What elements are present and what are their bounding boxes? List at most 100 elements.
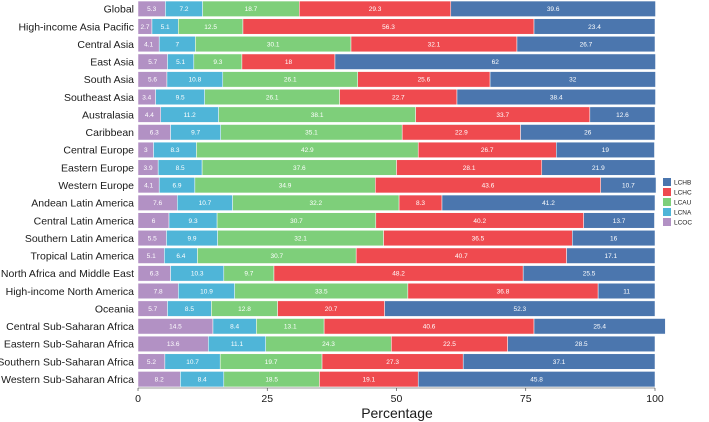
legend-label-lchc: LCHC bbox=[674, 190, 692, 197]
data-label-lcau-4: 26.1 bbox=[284, 77, 297, 84]
data-label-lcoc-12: 6 bbox=[152, 218, 156, 225]
data-label-lchb-1: 23.4 bbox=[588, 24, 601, 31]
data-label-lchc-20: 27.3 bbox=[386, 359, 399, 366]
bar-segment-lchb-14 bbox=[566, 247, 656, 264]
data-label-lcau-1: 12.5 bbox=[204, 24, 217, 31]
data-label-lcau-18: 13.1 bbox=[284, 324, 297, 331]
data-label-lcoc-5: 3.4 bbox=[142, 94, 151, 101]
data-label-lchb-18: 25.4 bbox=[593, 324, 606, 331]
data-label-lcna-11: 10.7 bbox=[199, 200, 212, 207]
data-label-lchb-11: 41.2 bbox=[542, 200, 555, 207]
category-label-12: Central Latin America bbox=[34, 215, 135, 227]
category-label-14: Tropical Latin America bbox=[31, 251, 135, 263]
category-label-4: South Asia bbox=[84, 74, 134, 86]
data-label-lchb-12: 13.7 bbox=[613, 218, 626, 225]
data-label-lchc-5: 22.7 bbox=[392, 94, 405, 101]
data-label-lcau-20: 19.7 bbox=[265, 359, 278, 366]
category-label-18: Central Sub-Saharan Africa bbox=[6, 321, 134, 333]
bar-segment-lchb-17 bbox=[384, 300, 656, 317]
data-label-lchc-3: 18 bbox=[285, 59, 293, 66]
data-label-lcoc-9: 3.9 bbox=[144, 165, 153, 172]
data-label-lcna-17: 8.5 bbox=[185, 306, 194, 313]
data-label-lcau-12: 30.7 bbox=[290, 218, 303, 225]
data-label-lcoc-14: 5.1 bbox=[147, 253, 156, 260]
x-axis: 0 25 50 75 100 bbox=[135, 387, 664, 405]
bar-segment-lchb-0 bbox=[450, 0, 656, 17]
x-tick-label-2: 50 bbox=[391, 393, 403, 405]
data-label-lcau-3: 9.3 bbox=[213, 59, 222, 66]
data-label-lcau-11: 32.2 bbox=[310, 200, 323, 207]
bar-segment-lchb-3 bbox=[334, 53, 656, 70]
data-label-lchc-14: 40.7 bbox=[455, 253, 468, 260]
data-label-lchb-21: 45.8 bbox=[530, 376, 543, 383]
bar-segment-lchb-21 bbox=[417, 371, 656, 388]
bar-segment-lchb-12 bbox=[583, 212, 655, 229]
legend-label-lcoc: LCOC bbox=[674, 220, 692, 227]
data-label-lcoc-16: 7.8 bbox=[154, 288, 163, 295]
data-label-lcna-2: 7 bbox=[175, 41, 179, 48]
data-label-lcau-14: 30.7 bbox=[270, 253, 283, 260]
data-label-lcna-20: 10.7 bbox=[186, 359, 199, 366]
category-label-15: North Africa and Middle East bbox=[1, 268, 134, 280]
data-label-lcna-7: 9.7 bbox=[191, 130, 200, 137]
bar-segment-lchb-19 bbox=[507, 335, 656, 352]
data-label-lcau-2: 30.1 bbox=[267, 41, 280, 48]
category-label-3: East Asia bbox=[90, 57, 134, 69]
data-label-lcna-14: 6.4 bbox=[176, 253, 185, 260]
category-label-6: Australasia bbox=[82, 109, 134, 121]
data-label-lchc-8: 26.7 bbox=[481, 147, 494, 154]
category-label-1: High-income Asia Pacific bbox=[18, 21, 134, 33]
data-label-lcna-4: 10.8 bbox=[189, 77, 202, 84]
data-label-lcna-9: 8.5 bbox=[176, 165, 185, 172]
data-label-lcna-13: 9.9 bbox=[188, 235, 197, 242]
data-label-lchb-17: 52.3 bbox=[513, 306, 526, 313]
data-label-lcoc-7: 6.3 bbox=[150, 130, 159, 137]
data-label-lcna-10: 6.9 bbox=[173, 182, 182, 189]
data-label-lcoc-11: 7.6 bbox=[153, 200, 162, 207]
legend-label-lchb: LCHB bbox=[674, 180, 691, 187]
data-label-lcoc-17: 5.7 bbox=[148, 306, 157, 313]
data-label-lcna-6: 11.2 bbox=[184, 112, 197, 119]
legend-swatch-lchc bbox=[663, 188, 671, 196]
data-label-lchc-16: 36.8 bbox=[497, 288, 510, 295]
category-label-10: Western Europe bbox=[58, 180, 134, 192]
bars-layer: 5.3 7.2 18.7 29.3 39.6 2.7 5.1 12.5 56.3 23.4 4.1 7… bbox=[137, 0, 666, 388]
data-label-lcau-9: 37.6 bbox=[293, 165, 306, 172]
data-label-lcoc-0: 5.3 bbox=[147, 6, 156, 13]
data-label-lchb-7: 26 bbox=[584, 130, 592, 137]
legend-label-lcna: LCNA bbox=[674, 210, 692, 217]
data-label-lcoc-13: 5.5 bbox=[148, 235, 157, 242]
data-label-lcna-3: 5.1 bbox=[176, 59, 185, 66]
data-label-lcoc-15: 6.3 bbox=[150, 271, 159, 278]
data-label-lchc-18: 40.6 bbox=[423, 324, 436, 331]
category-label-8: Central Europe bbox=[63, 145, 134, 157]
bar-segment-lchb-9 bbox=[541, 159, 656, 176]
data-label-lcoc-1: 2.7 bbox=[140, 24, 149, 31]
bar-segment-lchb-6 bbox=[589, 106, 656, 123]
data-label-lcna-8: 8.3 bbox=[170, 147, 179, 154]
data-label-lcoc-2: 4.1 bbox=[144, 41, 153, 48]
data-label-lcoc-8: 3 bbox=[144, 147, 148, 154]
data-label-lchb-16: 11 bbox=[623, 288, 630, 295]
bar-segment-lchb-11 bbox=[441, 194, 656, 211]
category-label-2: Central Asia bbox=[77, 39, 134, 51]
data-label-lchb-6: 12.6 bbox=[616, 112, 629, 119]
data-label-lchc-11: 8.3 bbox=[416, 200, 425, 207]
data-label-lcau-16: 33.5 bbox=[315, 288, 328, 295]
x-tick-label-3: 75 bbox=[520, 393, 532, 405]
data-label-lcau-13: 32.1 bbox=[294, 235, 307, 242]
data-label-lchb-13: 16 bbox=[610, 235, 618, 242]
data-label-lchc-7: 22.9 bbox=[455, 130, 468, 137]
data-label-lchc-21: 19.1 bbox=[363, 376, 376, 383]
bar-segment-lchb-18 bbox=[533, 318, 666, 335]
bar-segment-lchb-8 bbox=[556, 141, 655, 158]
data-label-lcoc-20: 5.2 bbox=[147, 359, 156, 366]
bar-segment-lchb-1 bbox=[533, 18, 656, 35]
legend: LCHB LCHC LCAU LCNA LCOC bbox=[663, 178, 692, 227]
bar-segment-lchb-13 bbox=[572, 230, 656, 247]
data-label-lcoc-21: 8.2 bbox=[155, 376, 164, 383]
data-label-lchc-9: 28.1 bbox=[463, 165, 476, 172]
data-label-lchc-19: 22.5 bbox=[443, 341, 456, 348]
